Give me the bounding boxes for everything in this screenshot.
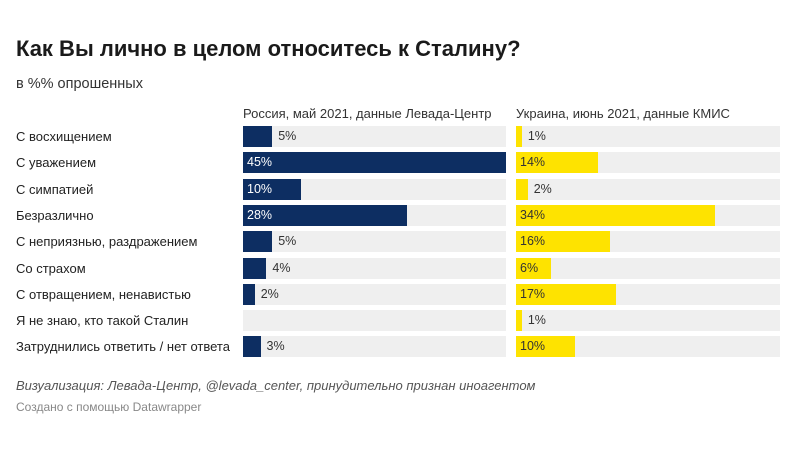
bar [516, 336, 575, 358]
bar [243, 231, 273, 253]
bar-track [243, 231, 506, 253]
value-label: 4% [272, 260, 291, 275]
value-label: 3% [266, 339, 285, 354]
bar [516, 310, 522, 332]
value-label: 5% [278, 234, 297, 249]
bar-track [516, 257, 780, 279]
bar-track [516, 310, 780, 332]
bar [243, 336, 261, 358]
value-label: 10% [520, 339, 546, 354]
category-label: С восхищением [16, 129, 112, 144]
value-label: 2% [533, 181, 552, 196]
bar [516, 283, 616, 305]
bar-track [243, 178, 506, 200]
bar [243, 178, 302, 200]
bar [516, 152, 599, 174]
value-label: 34% [520, 207, 546, 222]
value-label: 14% [520, 155, 546, 170]
bar [243, 152, 506, 174]
bar [516, 126, 522, 147]
category-label: С отвращением, ненавистью [16, 286, 191, 302]
value-label: 2% [260, 286, 279, 301]
bar-track [516, 178, 780, 200]
bar-track [516, 126, 780, 147]
bar-track [243, 126, 506, 147]
value-label: 17% [520, 286, 546, 301]
value-label: 5% [278, 129, 297, 143]
bar [516, 231, 610, 253]
bar-track [243, 310, 506, 332]
value-label: 28% [247, 207, 273, 222]
bar [516, 257, 552, 279]
source-note: Визуализация: Левада-Центр, @levada_cent… [16, 378, 536, 393]
category-label: С уважением [16, 155, 97, 171]
bar-track [243, 257, 506, 279]
category-label: Я не знаю, кто такой Сталин [16, 313, 189, 329]
value-label: 16% [520, 234, 546, 249]
value-label: 6% [520, 260, 539, 275]
value-label: 1% [527, 313, 546, 328]
category-label: Безразлично [16, 207, 94, 223]
bar [243, 283, 255, 305]
series-header-russia: Россия, май 2021, данные Левада-Центр [243, 106, 492, 121]
value-label: 1% [527, 129, 546, 143]
category-label: Со страхом [16, 260, 86, 276]
bar [243, 257, 267, 279]
chart-subtitle: в %% опрошенных [16, 76, 143, 92]
bar-track [243, 336, 506, 358]
value-label: 10% [247, 181, 273, 196]
category-label: С неприязнью, раздражением [16, 234, 198, 250]
chart-title: Как Вы лично в целом относитесь к Сталин… [16, 36, 521, 61]
value-label: 45% [247, 155, 273, 170]
bar-track [243, 283, 506, 305]
bar [243, 204, 407, 226]
category-label: Затруднились ответить / нет ответа [16, 339, 230, 355]
category-label: С симпатией [16, 181, 94, 197]
bar-track [516, 336, 780, 358]
bar [516, 204, 716, 226]
bar [516, 178, 528, 200]
datawrapper-credit: Создано с помощью Datawrapper [16, 400, 202, 414]
series-header-ukraine: Украина, июнь 2021, данные КМИС [516, 106, 730, 121]
bar [243, 126, 273, 147]
